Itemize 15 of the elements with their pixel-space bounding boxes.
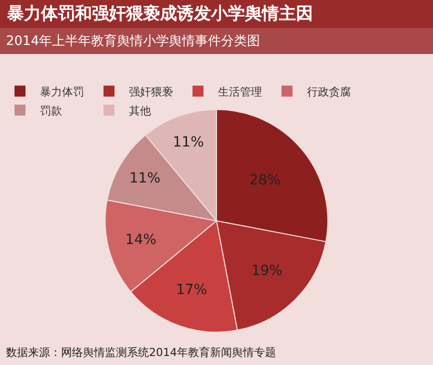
data-label: 17%: [176, 282, 208, 298]
chart-title: 暴力体罚和强奸猥亵成诱发小学舆情主因: [6, 4, 313, 24]
legend-label: 强奸猥亵: [129, 85, 173, 98]
chart-subtitle: 2014年上半年教育舆情小学舆情事件分类图: [6, 33, 260, 49]
legend-label: 暴力体罚: [40, 85, 84, 98]
data-label: 11%: [129, 170, 160, 186]
legend-label: 其他: [129, 104, 151, 118]
data-label: 19%: [251, 263, 282, 280]
data-label: 14%: [125, 232, 156, 248]
legend-label: 罚款: [40, 104, 62, 118]
legend-label: 生活管理: [218, 85, 262, 98]
data-label: 11%: [172, 134, 204, 151]
source-note: 数据来源：网络舆情监测系统2014年教育新闻舆情专题: [6, 346, 276, 359]
legend-label: 行政贪腐: [307, 85, 351, 98]
data-label: 28%: [249, 172, 281, 189]
